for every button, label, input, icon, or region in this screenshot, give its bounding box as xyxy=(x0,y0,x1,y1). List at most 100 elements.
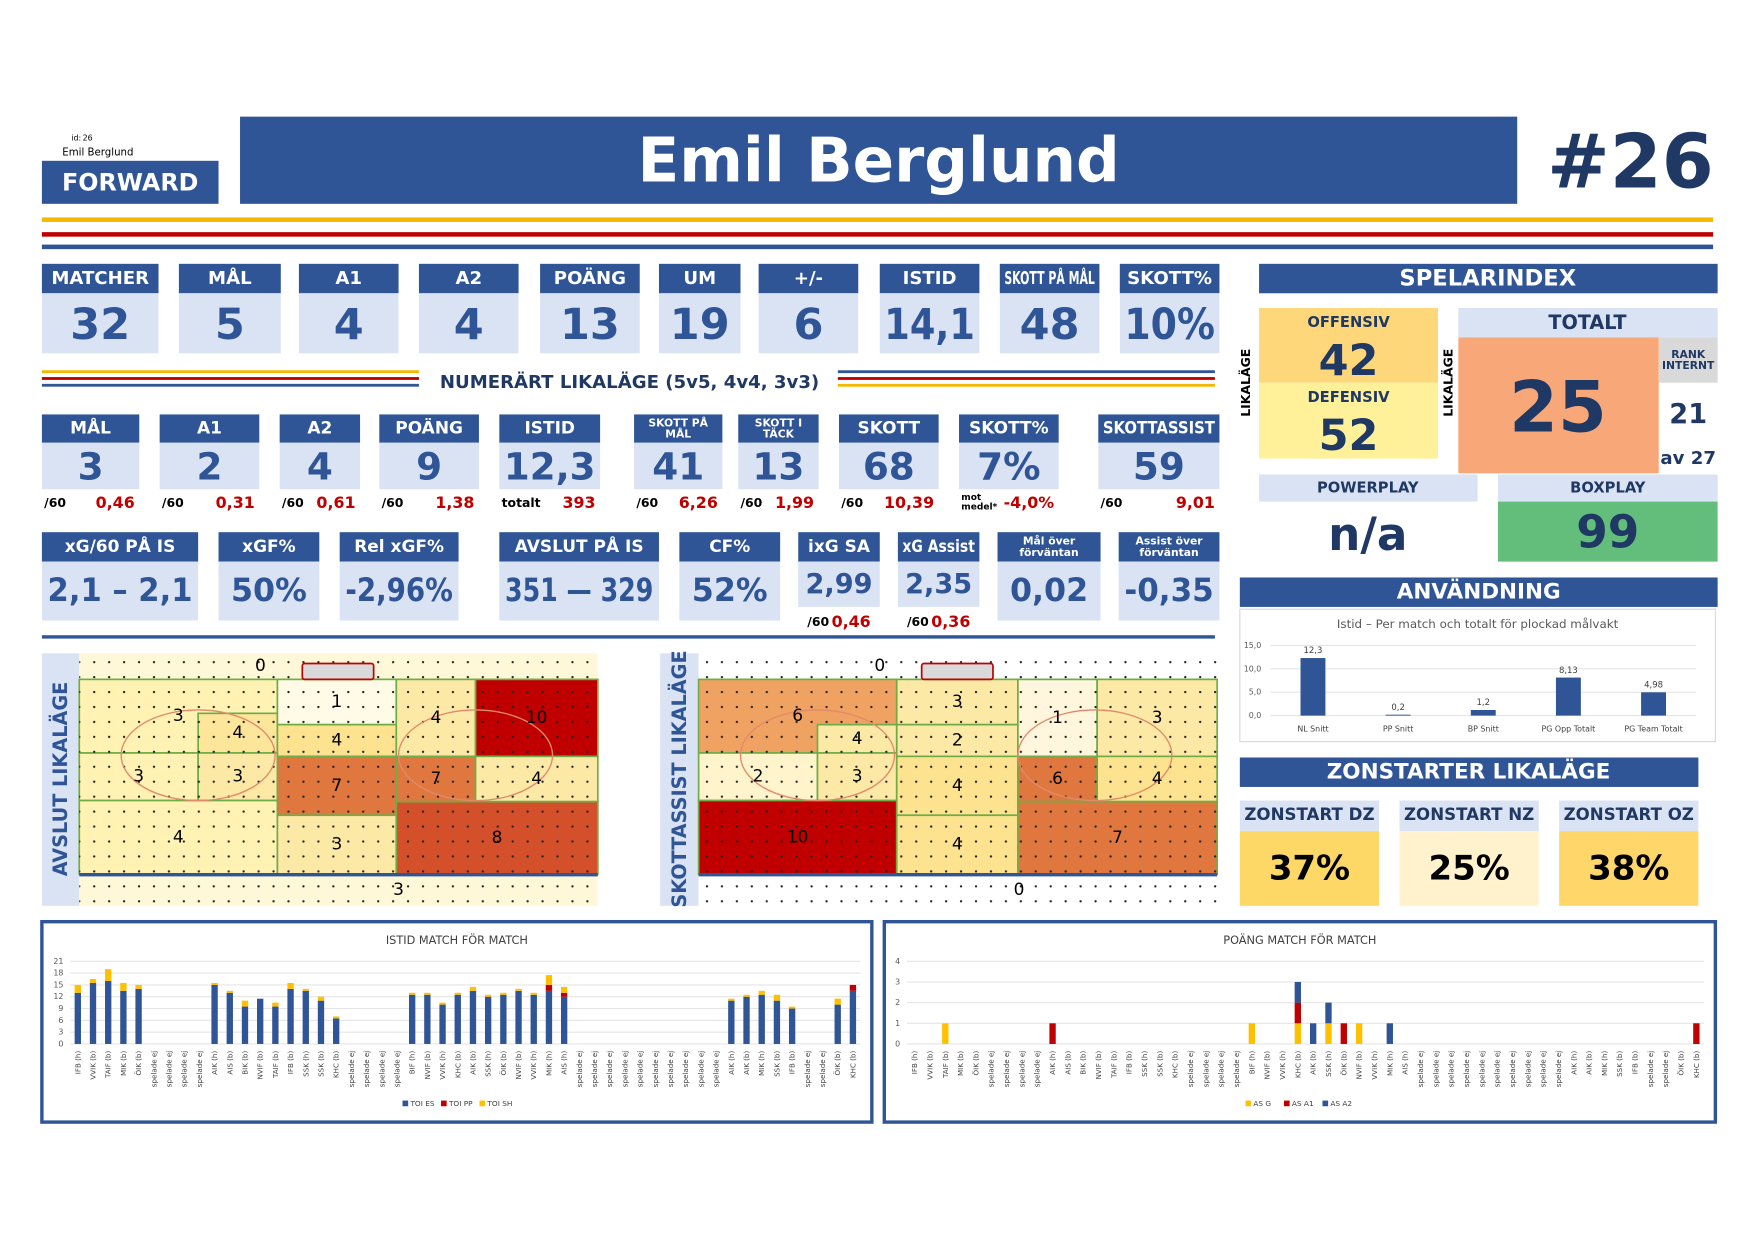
x-tick-label: IFB (b) xyxy=(1631,1051,1640,1075)
bar-segment xyxy=(743,996,750,1044)
legend-label: AS G xyxy=(1253,1099,1271,1108)
bar-segment xyxy=(272,1006,279,1044)
side-label: LIKALÄGE xyxy=(1441,349,1456,417)
bar xyxy=(1385,714,1411,716)
defensive-value: 52 xyxy=(1319,411,1379,461)
stat-box xyxy=(41,293,159,354)
zone-count: 2 xyxy=(952,731,963,751)
legend-swatch xyxy=(1283,1100,1290,1107)
stat-sub-value: 0,31 xyxy=(216,493,255,512)
stat-sub-value: 1,99 xyxy=(775,493,814,512)
stat-box xyxy=(798,561,880,607)
section-title: NUMERÄRT LIKALÄGE (5v5, 4v4, 3v3) xyxy=(440,371,819,393)
stat-header xyxy=(1118,532,1220,562)
stat-box xyxy=(758,293,859,354)
rink-bottom-value: 0 xyxy=(1014,880,1025,900)
zone-count: 4 xyxy=(173,827,184,847)
x-tick-label: ÖIK (b) xyxy=(1339,1051,1348,1076)
id-label: id: xyxy=(71,134,81,143)
zone-value: 38% xyxy=(1588,848,1669,888)
stat-box xyxy=(159,442,260,490)
stat-value: 2,35 xyxy=(905,569,972,600)
stat-value: 50% xyxy=(231,573,307,609)
goal-net xyxy=(301,662,375,681)
stat-value: 4 xyxy=(307,445,333,489)
x-tick-label: AIS (b) xyxy=(1063,1051,1072,1075)
offensive-value: 42 xyxy=(1319,336,1379,386)
x-tick-label: MIK (h) xyxy=(757,1051,766,1076)
legend-label: AS A1 xyxy=(1292,1099,1314,1108)
x-tick-label: SSK (b) xyxy=(1615,1051,1624,1077)
bar-segment xyxy=(1355,1023,1363,1044)
zone-count: 7 xyxy=(431,769,442,789)
id-value: 26 xyxy=(83,134,93,143)
legend-label: AS A2 xyxy=(1330,1099,1352,1108)
stat-sub-value: -4,0% xyxy=(1004,493,1055,512)
x-tick-label: VVIK (b) xyxy=(88,1051,97,1080)
x-tick-label: AIK (h) xyxy=(1569,1051,1578,1075)
stat-sub-value: 10,39 xyxy=(884,493,934,512)
stat-value: 59 xyxy=(1133,445,1185,489)
bar-segment xyxy=(545,984,553,991)
x-tick-label: AIK (b) xyxy=(1585,1051,1594,1075)
y-tick-label: 10,0 xyxy=(1244,664,1262,673)
stat-label: ixG SA xyxy=(808,537,871,557)
y-tick-label: 12 xyxy=(53,992,63,1001)
stat-box xyxy=(540,293,640,354)
bar-segment xyxy=(834,998,841,1005)
bar-segment xyxy=(105,980,112,1044)
x-tick-label: spelade ej xyxy=(1232,1051,1241,1088)
player-name: Emil Berglund xyxy=(637,125,1119,196)
stat-value: 68 xyxy=(863,445,915,489)
stat-value: 12,3 xyxy=(504,445,596,489)
zone-count: 7 xyxy=(1112,828,1123,848)
stat-box xyxy=(738,442,819,490)
x-tick-label: KHC (b) xyxy=(453,1051,462,1079)
stat-header xyxy=(897,532,980,562)
stat-label: MATCHER xyxy=(51,268,149,289)
stat-label: Mål över xyxy=(1023,535,1076,548)
zone-header xyxy=(1399,800,1539,832)
x-tick-label: spelade ej xyxy=(1002,1051,1011,1088)
stat-header xyxy=(41,532,199,562)
x-tick-label: spelade ej xyxy=(818,1051,827,1088)
x-tick-label: spelade ej xyxy=(590,1051,599,1088)
x-tick-label: AIS (h) xyxy=(560,1051,569,1075)
zone-count: 6 xyxy=(792,706,803,726)
x-tick-label: NL Snitt xyxy=(1297,725,1328,734)
stat-label: SKOTT PÅ xyxy=(648,416,708,429)
x-tick-label: spelade ej xyxy=(987,1051,996,1088)
x-tick-label: SSK (h) xyxy=(484,1051,493,1077)
x-tick-label: spelade ej xyxy=(1017,1051,1026,1088)
stat-value: 5 xyxy=(215,300,245,350)
stripe-blue xyxy=(41,244,1714,250)
stat-sub-value: 0,46 xyxy=(96,493,135,512)
stat-sub-label: /60 xyxy=(44,495,66,510)
legend-swatch xyxy=(1322,1100,1329,1107)
zone-box xyxy=(1239,831,1380,906)
stat-value: 41 xyxy=(652,445,704,489)
zone-count: 3 xyxy=(232,767,243,787)
bar-segment xyxy=(788,1006,796,1009)
x-tick-label: spelade ej xyxy=(1201,1051,1210,1088)
stat-sub-value: 0,36 xyxy=(931,612,970,631)
stat-label: A2 xyxy=(455,268,482,289)
stat-box xyxy=(1119,293,1220,354)
zone-count: 2 xyxy=(753,767,764,787)
stat-header xyxy=(178,263,281,294)
x-tick-label: SSK (b) xyxy=(1155,1051,1164,1077)
x-tick-label: spelade ej xyxy=(575,1051,584,1088)
zone-count: 3 xyxy=(952,692,963,712)
stat-sub-label: /60 xyxy=(807,614,829,629)
rink-dots xyxy=(79,653,598,906)
stat-box xyxy=(959,442,1059,490)
stat-value: 4 xyxy=(334,300,364,350)
legend-label: TOI ES xyxy=(409,1099,434,1108)
x-tick-label: NVIF (b) xyxy=(1094,1051,1103,1080)
stat-value: 2 xyxy=(196,445,222,489)
stat-label: POÄNG xyxy=(554,267,626,289)
bar-segment xyxy=(1294,1002,1301,1024)
x-tick-label: AIK (h) xyxy=(727,1051,736,1075)
stat-box xyxy=(897,561,980,607)
zone-header xyxy=(1239,800,1380,832)
